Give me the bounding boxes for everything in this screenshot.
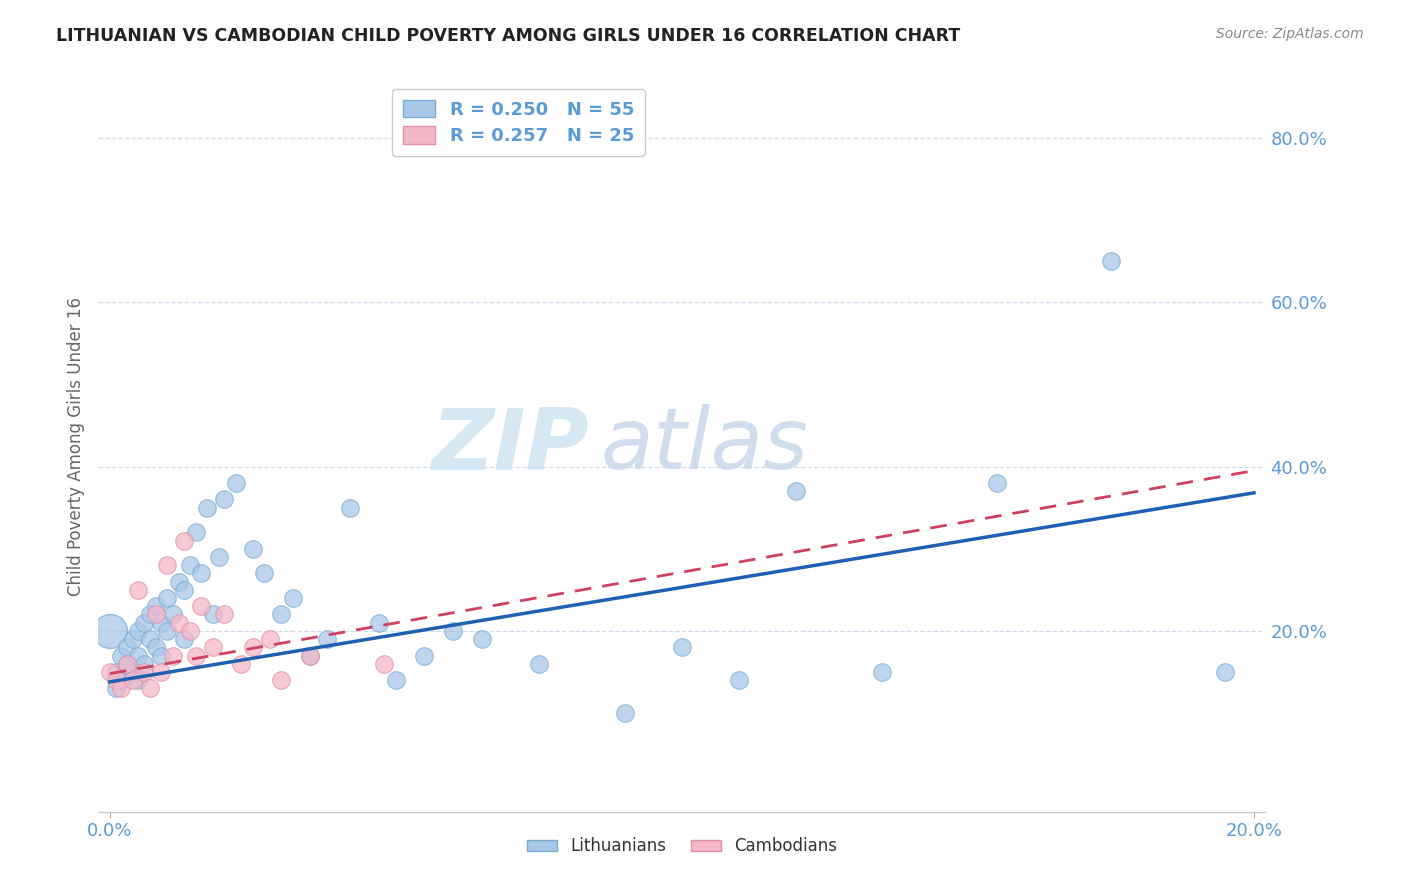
Point bbox=[104, 681, 127, 696]
Point bbox=[127, 648, 149, 663]
Point bbox=[214, 492, 236, 507]
Point bbox=[150, 615, 173, 630]
Text: ZIP: ZIP bbox=[430, 404, 589, 488]
Point bbox=[207, 549, 229, 564]
Point bbox=[98, 624, 121, 638]
Point bbox=[190, 599, 212, 614]
Point bbox=[316, 632, 339, 647]
Point bbox=[115, 657, 138, 671]
Point bbox=[179, 624, 201, 638]
Point bbox=[110, 648, 132, 663]
Point bbox=[145, 607, 167, 622]
Point bbox=[156, 558, 179, 573]
Point bbox=[162, 648, 184, 663]
Point bbox=[134, 615, 156, 630]
Point bbox=[162, 607, 184, 622]
Point bbox=[259, 632, 281, 647]
Point bbox=[671, 640, 693, 655]
Point bbox=[190, 566, 212, 581]
Point bbox=[115, 657, 138, 671]
Point bbox=[870, 665, 893, 679]
Point bbox=[145, 640, 167, 655]
Point bbox=[110, 673, 132, 688]
Point bbox=[299, 648, 322, 663]
Point bbox=[270, 673, 292, 688]
Point bbox=[385, 673, 408, 688]
Point bbox=[179, 558, 201, 573]
Point bbox=[785, 484, 807, 499]
Point bbox=[253, 566, 276, 581]
Point bbox=[225, 475, 247, 490]
Point bbox=[184, 648, 207, 663]
Point bbox=[127, 624, 149, 638]
Point bbox=[527, 657, 550, 671]
Point bbox=[986, 475, 1008, 490]
Y-axis label: Child Poverty Among Girls Under 16: Child Poverty Among Girls Under 16 bbox=[66, 296, 84, 596]
Point bbox=[299, 648, 322, 663]
Point bbox=[134, 657, 156, 671]
Point bbox=[231, 657, 253, 671]
Point bbox=[156, 624, 179, 638]
Point bbox=[127, 673, 149, 688]
Point bbox=[145, 599, 167, 614]
Point bbox=[110, 681, 132, 696]
Point bbox=[167, 615, 190, 630]
Point bbox=[173, 582, 195, 597]
Point bbox=[104, 673, 127, 688]
Point bbox=[139, 632, 162, 647]
Point bbox=[121, 665, 143, 679]
Point bbox=[104, 665, 127, 679]
Point bbox=[413, 648, 436, 663]
Point bbox=[167, 574, 190, 589]
Point bbox=[242, 541, 264, 556]
Point bbox=[173, 632, 195, 647]
Point bbox=[150, 648, 173, 663]
Point bbox=[139, 681, 162, 696]
Point bbox=[121, 632, 143, 647]
Point bbox=[201, 640, 224, 655]
Point bbox=[441, 624, 464, 638]
Point bbox=[367, 615, 389, 630]
Point bbox=[339, 500, 361, 515]
Point bbox=[1215, 665, 1237, 679]
Point bbox=[201, 607, 224, 622]
Point bbox=[121, 673, 143, 688]
Legend: Lithuanians, Cambodians: Lithuanians, Cambodians bbox=[520, 830, 844, 862]
Point bbox=[728, 673, 751, 688]
Point bbox=[242, 640, 264, 655]
Point bbox=[127, 582, 149, 597]
Point bbox=[115, 640, 138, 655]
Point bbox=[156, 591, 179, 605]
Point bbox=[373, 657, 395, 671]
Point bbox=[173, 533, 195, 548]
Point bbox=[214, 607, 236, 622]
Text: LITHUANIAN VS CAMBODIAN CHILD POVERTY AMONG GIRLS UNDER 16 CORRELATION CHART: LITHUANIAN VS CAMBODIAN CHILD POVERTY AM… bbox=[56, 27, 960, 45]
Point bbox=[150, 665, 173, 679]
Point bbox=[270, 607, 292, 622]
Point bbox=[184, 525, 207, 540]
Point bbox=[195, 500, 218, 515]
Point bbox=[471, 632, 494, 647]
Point bbox=[281, 591, 304, 605]
Text: Source: ZipAtlas.com: Source: ZipAtlas.com bbox=[1216, 27, 1364, 41]
Point bbox=[613, 706, 636, 720]
Point bbox=[98, 665, 121, 679]
Text: atlas: atlas bbox=[600, 404, 808, 488]
Point bbox=[139, 607, 162, 622]
Point bbox=[134, 665, 156, 679]
Point bbox=[1099, 254, 1122, 268]
